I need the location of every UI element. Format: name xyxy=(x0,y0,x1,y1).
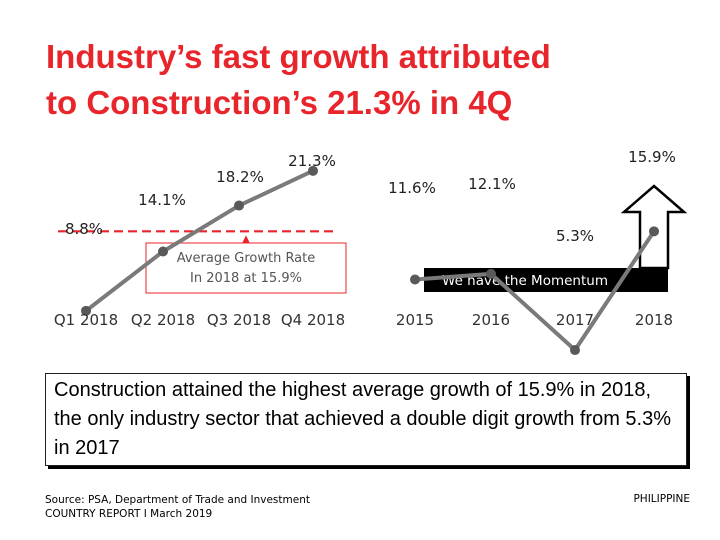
annual-point-4 xyxy=(649,226,659,237)
annual-data-label-1: 11.6% xyxy=(388,179,436,197)
annual-category-label-3: 2017 xyxy=(556,311,594,329)
slide-title: Industry’s fast growth attributed to Con… xyxy=(46,34,686,126)
quarterly-category-label-2: Q2 2018 xyxy=(131,311,195,329)
growth-charts: Average Growth Rate In 2018 at 15.9% 8.8… xyxy=(54,148,688,356)
annual-category-label-4: 2018 xyxy=(635,311,673,329)
quarterly-point-3 xyxy=(234,200,244,211)
annual-growth-chart: We have the Momentum 11.6% 2015 12.1% 2016 5… xyxy=(388,148,688,356)
quarterly-point-1 xyxy=(81,305,91,316)
source-line-1: Source: PSA, Department of Trade and Inv… xyxy=(45,494,310,506)
quarterly-series-marks: 8.8% Q1 2018 14.1% Q2 2018 18.2% Q3 2018 21.3%… xyxy=(54,152,345,329)
title-line-2: to Construction’s 21.3% in 4Q xyxy=(46,84,513,121)
annual-category-label-1: 2015 xyxy=(396,311,434,329)
quarterly-category-label-4: Q4 2018 xyxy=(281,311,345,329)
quarterly-category-label-1: Q1 2018 xyxy=(54,311,118,329)
annual-point-3 xyxy=(570,345,580,356)
quarterly-series-line xyxy=(84,169,314,313)
momentum-banner-text: We have the Momentum xyxy=(442,273,608,289)
source-line-2: COUNTRY REPORT I March 2019 xyxy=(45,508,213,520)
quarterly-category-label-3: Q3 2018 xyxy=(207,311,271,329)
annual-category-label-2: 2016 xyxy=(472,311,510,329)
average-growth-annotation-box xyxy=(145,242,347,294)
quarterly-point-4 xyxy=(308,165,318,176)
source-note: Source: PSA, Department of Trade and Inv… xyxy=(45,493,310,521)
annual-point-2 xyxy=(486,268,496,279)
annual-data-label-4: 15.9% xyxy=(628,148,676,166)
annual-data-label-2: 12.1% xyxy=(468,175,516,193)
annual-series-marks: 11.6% 2015 12.1% 2016 5.3% 2017 15.9% 2018 xyxy=(388,148,676,356)
quarterly-growth-chart: Average Growth Rate In 2018 at 15.9% 8.8… xyxy=(54,152,347,329)
quarterly-point-2 xyxy=(158,246,168,257)
title-line-1: Industry’s fast growth attributed xyxy=(46,38,551,75)
annual-point-1 xyxy=(410,274,420,285)
annual-series-line xyxy=(414,230,656,353)
summary-text-box: Construction attained the highest averag… xyxy=(45,373,687,466)
average-growth-annotation-line-2: In 2018 at 15.9% xyxy=(190,271,302,286)
quarterly-data-label-2: 14.1% xyxy=(138,191,186,209)
annotation-connector-arrowhead xyxy=(242,235,250,244)
quarterly-data-label-4: 21.3% xyxy=(288,152,336,170)
quarterly-data-label-3: 18.2% xyxy=(216,168,264,186)
annual-data-label-3: 5.3% xyxy=(556,227,594,245)
country-label: PHILIPPINE xyxy=(633,493,690,505)
average-growth-annotation-line-1: Average Growth Rate xyxy=(177,251,316,266)
quarterly-data-label-1: 8.8% xyxy=(65,220,103,238)
